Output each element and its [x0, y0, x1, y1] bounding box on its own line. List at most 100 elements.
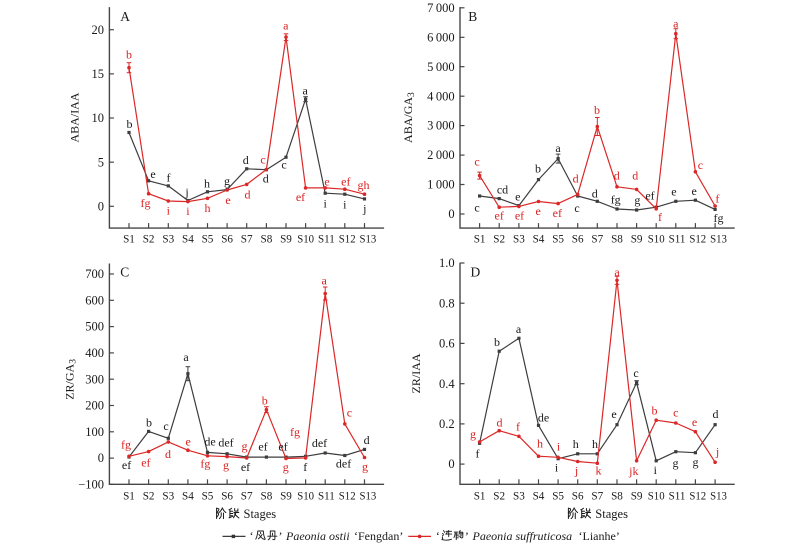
svg-text:ef: ef	[278, 440, 287, 454]
svg-text:b: b	[127, 117, 133, 131]
svg-text:e: e	[324, 174, 329, 188]
svg-text:g: g	[693, 455, 699, 469]
svg-text:S12: S12	[689, 489, 706, 503]
svg-text:S9: S9	[631, 489, 643, 503]
svg-text:ZR/GA3: ZR/GA3	[63, 359, 79, 400]
svg-text:C: C	[120, 264, 129, 279]
svg-text:20: 20	[92, 23, 105, 37]
svg-text:g: g	[242, 439, 248, 453]
svg-text:c: c	[698, 158, 703, 172]
svg-text:e: e	[692, 184, 697, 198]
svg-text:de: de	[538, 411, 549, 425]
svg-text:e: e	[611, 407, 616, 421]
svg-text:d: d	[245, 188, 251, 202]
svg-text:200: 200	[85, 399, 104, 413]
svg-text:S2: S2	[493, 489, 505, 503]
svg-text:600: 600	[85, 293, 104, 307]
svg-text:S5: S5	[202, 232, 214, 246]
svg-text:S13: S13	[360, 232, 377, 246]
svg-text:S12: S12	[339, 489, 356, 503]
svg-text:S11: S11	[669, 232, 686, 246]
svg-text:e: e	[536, 204, 541, 218]
svg-text:0: 0	[98, 199, 104, 213]
svg-text:S8: S8	[611, 232, 623, 246]
svg-text:g: g	[224, 174, 230, 188]
svg-text:100: 100	[85, 425, 104, 439]
svg-text:ef: ef	[141, 456, 150, 470]
svg-text:‘Lianhe’: ‘Lianhe’	[579, 529, 620, 543]
svg-text:c: c	[281, 158, 286, 172]
svg-text:e: e	[186, 435, 191, 449]
svg-text:c: c	[673, 405, 678, 419]
svg-text:d: d	[573, 172, 579, 186]
svg-text:500: 500	[85, 320, 104, 334]
svg-text:1.0: 1.0	[439, 256, 455, 270]
svg-text:b: b	[652, 404, 658, 418]
svg-text:d: d	[165, 447, 171, 461]
svg-text:−100: −100	[78, 478, 104, 492]
svg-text:e: e	[150, 167, 155, 181]
svg-text:i: i	[186, 204, 190, 218]
svg-text:a: a	[322, 274, 328, 288]
svg-text:0: 0	[448, 457, 454, 471]
svg-text:fg: fg	[141, 196, 151, 210]
svg-text:S4: S4	[533, 232, 545, 246]
svg-text:a: a	[283, 19, 289, 33]
svg-text:Stages: Stages	[244, 507, 277, 521]
svg-text:g: g	[470, 427, 476, 441]
svg-text:S11: S11	[318, 489, 335, 503]
svg-text:k: k	[596, 464, 602, 478]
svg-text:‘: ‘	[250, 529, 254, 543]
svg-text:f: f	[167, 171, 171, 185]
svg-text:ef: ef	[296, 190, 305, 204]
svg-text:ZR/IAA: ZR/IAA	[409, 353, 423, 393]
svg-text:g: g	[634, 193, 640, 207]
svg-text:S7: S7	[591, 489, 603, 503]
svg-text:i: i	[167, 204, 171, 218]
svg-text:b: b	[594, 103, 600, 117]
svg-text:c: c	[474, 201, 479, 215]
svg-text:300: 300	[85, 372, 104, 386]
svg-text:S1: S1	[474, 489, 486, 503]
svg-text:‘: ‘	[436, 529, 440, 543]
svg-text:S11: S11	[318, 232, 335, 246]
svg-text:i: i	[557, 440, 561, 454]
svg-text:S1: S1	[123, 489, 135, 503]
svg-text:a: a	[555, 141, 561, 155]
svg-text:e: e	[692, 415, 697, 429]
svg-text:’: ’	[279, 529, 283, 543]
svg-text:S10: S10	[648, 232, 665, 246]
svg-text:g: g	[673, 456, 679, 470]
svg-text:fg: fg	[121, 438, 131, 452]
svg-text:2 000: 2 000	[427, 148, 455, 162]
svg-text:0.2: 0.2	[439, 417, 455, 431]
svg-text:Stages: Stages	[595, 507, 628, 521]
svg-text:S3: S3	[513, 232, 525, 246]
svg-text:D: D	[471, 265, 481, 280]
svg-text:S9: S9	[631, 232, 643, 246]
svg-text:ef: ef	[515, 209, 524, 223]
svg-text:f: f	[516, 419, 520, 433]
svg-text:c: c	[347, 406, 352, 420]
svg-text:def: def	[312, 436, 327, 450]
svg-text:Paeonia ostii: Paeonia ostii	[285, 529, 350, 543]
svg-text:ef: ef	[258, 440, 267, 454]
svg-text:S13: S13	[710, 489, 727, 503]
svg-text:j: j	[184, 185, 188, 199]
svg-text:j: j	[715, 445, 719, 459]
svg-text:5: 5	[98, 155, 104, 169]
svg-text:S2: S2	[143, 232, 155, 246]
svg-text:d: d	[614, 168, 620, 182]
svg-text:c: c	[260, 153, 265, 167]
svg-text:g: g	[223, 458, 229, 472]
svg-text:fg: fg	[714, 211, 724, 225]
svg-text:def: def	[336, 457, 351, 471]
svg-text:c: c	[163, 419, 168, 433]
svg-text:d: d	[497, 416, 503, 430]
svg-text:f: f	[476, 447, 480, 461]
svg-text:j: j	[574, 464, 578, 478]
svg-text:4 000: 4 000	[427, 89, 455, 103]
svg-text:S10: S10	[297, 232, 314, 246]
svg-text:i: i	[343, 198, 347, 212]
svg-text:ef: ef	[122, 458, 131, 472]
